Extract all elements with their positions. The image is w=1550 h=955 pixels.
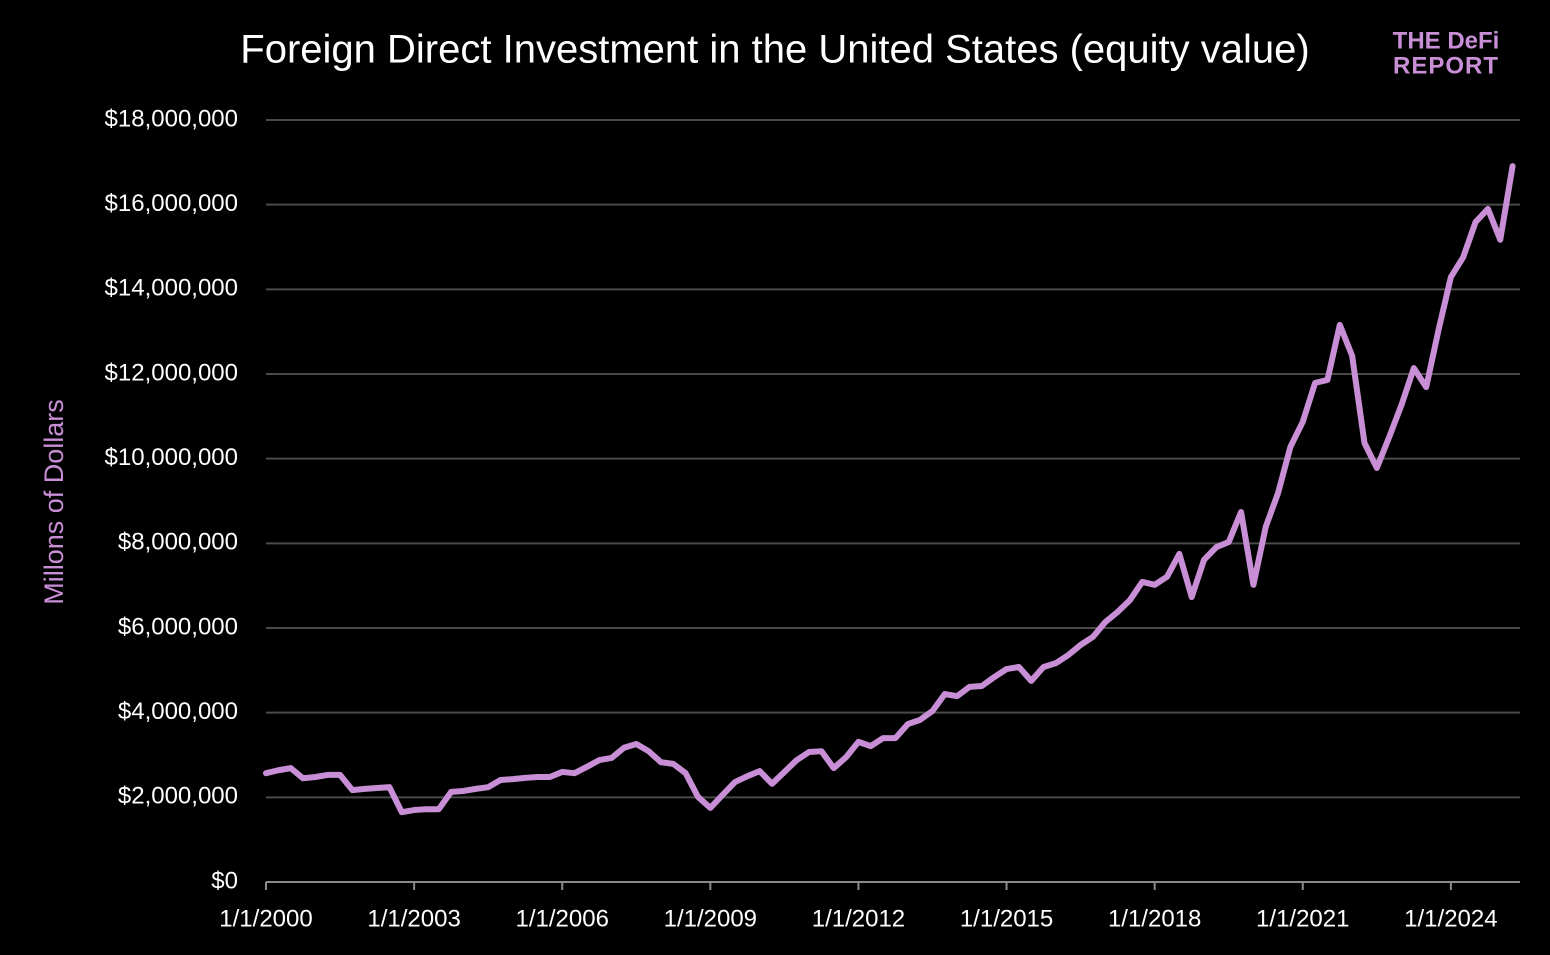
y-tick-label: $2,000,000 xyxy=(118,783,238,810)
y-axis-label: Millons of Dollars xyxy=(39,399,69,605)
y-tick-label: $8,000,000 xyxy=(118,529,238,556)
data-line xyxy=(263,163,1516,816)
x-tick-label: 1/1/2000 xyxy=(219,905,312,932)
x-tick-label: 1/1/2003 xyxy=(367,905,460,932)
x-tick-label: 1/1/2009 xyxy=(664,905,757,932)
y-tick-label: $0 xyxy=(211,867,238,894)
x-tick-label: 1/1/2021 xyxy=(1256,905,1349,932)
logo-text: REPORT xyxy=(1393,52,1499,79)
y-tick-label: $12,000,000 xyxy=(105,359,238,386)
x-tick-label: 1/1/2018 xyxy=(1108,905,1201,932)
y-tick-label: $18,000,000 xyxy=(105,105,238,132)
x-tick-label: 1/1/2006 xyxy=(516,905,609,932)
y-tick-label: $14,000,000 xyxy=(105,275,238,302)
y-tick-label: $10,000,000 xyxy=(105,444,238,471)
chart-title: Foreign Direct Investment in the United … xyxy=(240,28,1309,72)
y-tick-label: $16,000,000 xyxy=(105,190,238,217)
x-tick-label: 1/1/2024 xyxy=(1404,905,1497,932)
y-tick-label: $6,000,000 xyxy=(118,613,238,640)
x-tick-label: 1/1/2012 xyxy=(812,905,905,932)
x-tick-label: 1/1/2015 xyxy=(960,905,1053,932)
y-tick-label: $4,000,000 xyxy=(118,698,238,725)
logo-text: THE DeFi xyxy=(1393,27,1500,54)
